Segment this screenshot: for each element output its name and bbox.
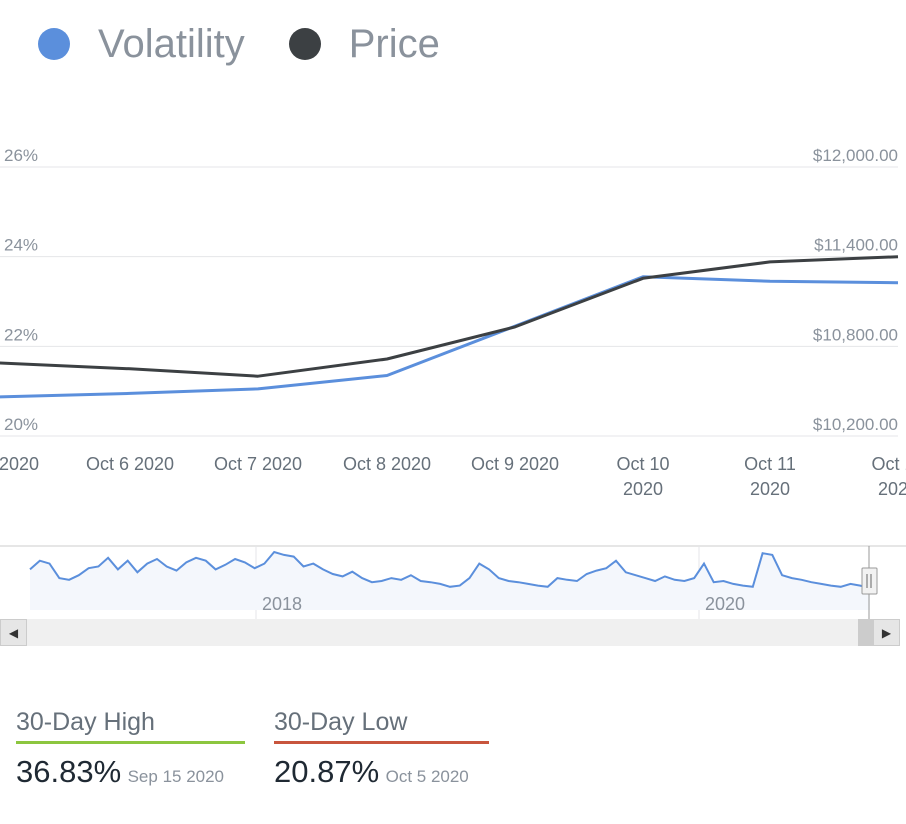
navigator-year-label: 2018 — [262, 594, 302, 614]
navigator-series-line — [29, 550, 871, 589]
stat-low-date: Oct 5 2020 — [385, 767, 469, 786]
navigator-area — [30, 552, 870, 610]
y-left-tick-label: 24% — [4, 236, 38, 255]
stat-high-value: 36.83% — [16, 754, 122, 789]
y-right-tick-label: $10,200.00 — [813, 415, 898, 434]
stat-low-value-row: 20.87% Oct 5 2020 — [274, 754, 489, 790]
stats-panel: 30-Day High 36.83% Sep 15 2020 30-Day Lo… — [0, 690, 906, 824]
x-tick-label: Oct 9 2020 — [471, 454, 559, 474]
legend-item-volatility[interactable]: Volatility — [0, 22, 245, 67]
legend-label-volatility: Volatility — [98, 21, 245, 66]
x-tick-label: Oct 10 2020 — [616, 454, 669, 499]
stat-low-value: 20.87% — [274, 754, 380, 789]
y-left-tick-label: 20% — [4, 415, 38, 434]
main-chart[interactable]: 20% 22% 24% 26% $10,200.00 $10,800.00 $11,400.… — [0, 130, 906, 510]
stat-30-day-low: 30-Day Low 20.87% Oct 5 2020 — [274, 708, 489, 790]
legend-dot-price-icon — [288, 28, 321, 60]
x-tick-label: Oct 122020 — [871, 454, 906, 499]
stat-high-value-row: 36.83% Sep 15 2020 — [16, 754, 245, 790]
range-navigator[interactable]: 2018 2020 — [0, 540, 906, 620]
y-left-tick-label: 22% — [4, 325, 38, 344]
series-line-price — [0, 255, 899, 378]
y-right-tick-label: $10,800.00 — [813, 325, 898, 344]
x-tick-label: Oct 6 2020 — [86, 454, 174, 474]
y-left-tick-label: 26% — [4, 146, 38, 165]
legend-item-price[interactable]: Price — [288, 21, 440, 67]
navigator-year-label: 2020 — [705, 594, 745, 614]
navigator-handle-icon[interactable] — [861, 567, 878, 595]
scroll-right-arrow-icon[interactable]: ▶ — [873, 619, 900, 646]
x-tick-label: Oct 11 2020 — [744, 454, 796, 499]
legend-label-price: Price — [348, 21, 440, 66]
scrollbar-thumb[interactable] — [858, 619, 873, 646]
series-line-volatility — [0, 275, 899, 399]
y-right-tick-label: $12,000.00 — [813, 146, 898, 165]
x-tick-label: Oct 8 2020 — [343, 454, 431, 474]
legend-dot-volatility-icon — [38, 28, 70, 60]
x-tick-label: Oct 7 2020 — [214, 454, 302, 474]
navigator-scrollbar[interactable]: ◀ ▶ — [0, 619, 900, 646]
chart-legend: Volatility Price — [0, 12, 484, 76]
stat-30-day-high: 30-Day High 36.83% Sep 15 2020 — [16, 708, 245, 790]
x-tick-label: Oct 5 2020 — [0, 454, 39, 474]
y-right-tick-label: $11,400.00 — [814, 236, 898, 255]
stat-high-title: 30-Day High — [16, 708, 245, 744]
stat-high-date: Sep 15 2020 — [127, 767, 225, 786]
stat-low-title: 30-Day Low — [274, 708, 489, 744]
scroll-left-arrow-icon[interactable]: ◀ — [0, 619, 27, 646]
